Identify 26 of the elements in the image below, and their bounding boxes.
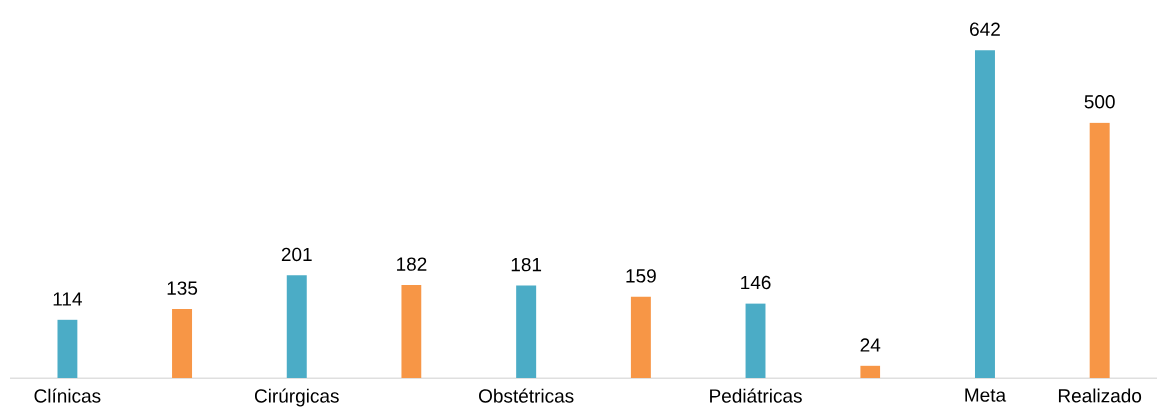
data-label: 135 xyxy=(167,281,198,295)
bar xyxy=(860,365,881,378)
data-label: 146 xyxy=(741,275,771,290)
x-tick-label: Obstétricas xyxy=(479,388,574,403)
bar xyxy=(57,319,78,378)
data-label: 159 xyxy=(626,269,656,283)
data-label: 201 xyxy=(281,247,312,262)
bar xyxy=(172,309,193,378)
x-tick-label: Pediátricas xyxy=(710,388,802,403)
data-label: 181 xyxy=(511,257,542,272)
x-tick-label: Meta xyxy=(965,388,1007,402)
data-label: 182 xyxy=(397,257,427,271)
data-label: 500 xyxy=(1084,95,1115,109)
data-label: 24 xyxy=(860,338,881,352)
bar xyxy=(401,285,422,378)
bar xyxy=(974,50,995,378)
data-label: 114 xyxy=(53,292,82,306)
bar xyxy=(745,303,766,378)
x-tick-label: Realizado xyxy=(1058,388,1142,403)
x-tick-label: Clínicas xyxy=(34,388,101,403)
data-label: 642 xyxy=(970,22,1000,36)
bar xyxy=(286,275,307,378)
bar xyxy=(516,285,537,378)
bar xyxy=(630,296,651,378)
x-tick-label: Cirúrgicas xyxy=(254,388,339,407)
bar xyxy=(1089,122,1110,378)
